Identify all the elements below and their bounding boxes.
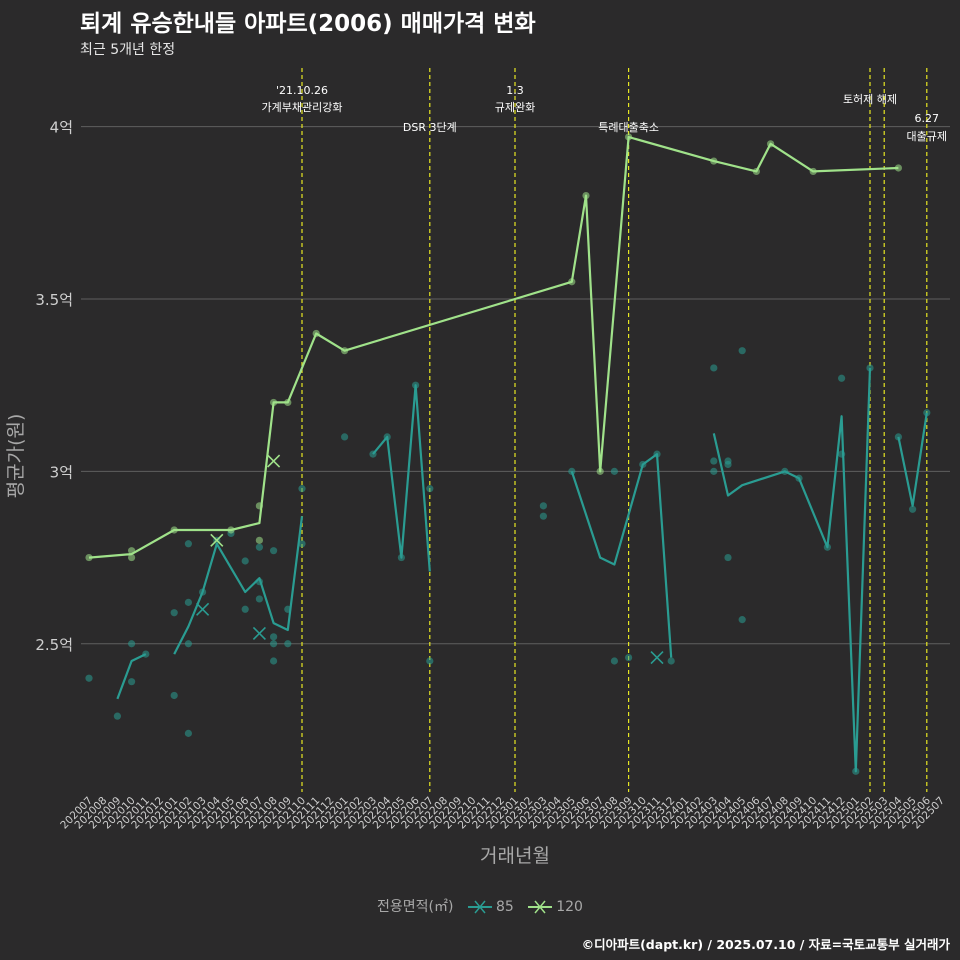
data-point-85	[270, 547, 278, 555]
legend-item-120: 120	[528, 899, 583, 915]
cancel-stroke	[650, 650, 664, 665]
data-point-85	[923, 409, 931, 417]
legend-label-85: 85	[495, 899, 514, 915]
event-label: 토허제 해제	[843, 92, 897, 106]
data-point-120	[255, 536, 263, 544]
data-point-85	[85, 674, 93, 682]
data-point-85	[610, 657, 619, 665]
legend-item-85: 85	[467, 899, 514, 915]
data-point-85	[170, 609, 178, 617]
series-line-85	[173, 516, 304, 655]
chart-title: 퇴계 유승한내들 아파트(2006) 매매가격 변화	[80, 11, 536, 37]
y-tick-label: 2.5억	[35, 636, 73, 654]
data-point-85	[270, 640, 278, 648]
data-point-85	[255, 595, 263, 603]
data-point-85	[710, 364, 718, 372]
data-point-85	[894, 433, 903, 441]
data-point-85	[426, 485, 434, 493]
data-point-85	[241, 605, 249, 613]
data-point-85	[298, 485, 306, 493]
series-line-120	[88, 135, 899, 559]
legend-key-120	[528, 900, 553, 914]
data-point-85	[539, 502, 548, 510]
cancelled-marker-85	[650, 650, 664, 665]
cancelled-marker-85	[252, 626, 266, 640]
data-point-85	[610, 467, 619, 475]
data-point-85	[625, 653, 633, 662]
data-point-85	[724, 460, 732, 469]
data-point-85	[113, 712, 121, 720]
data-point-85	[142, 650, 150, 658]
cancel-stroke	[196, 602, 210, 616]
y-tick-label: 3억	[50, 463, 73, 481]
cancelled-marker-85	[196, 602, 210, 616]
series-layer	[85, 133, 931, 775]
data-point-85	[284, 640, 292, 648]
y-axis-title: 평균가(원)	[5, 414, 27, 499]
event-label: DSR 3단계	[403, 121, 457, 134]
x-axis-title: 거래년월	[480, 845, 550, 867]
y-tick-label: 3.5억	[35, 291, 73, 309]
data-point-85	[184, 598, 192, 606]
data-point-85	[184, 729, 192, 737]
event-label: 가계부채관리강화	[262, 101, 343, 114]
chart-subtitle: 최근 5개년 한정	[80, 42, 176, 58]
data-point-120	[128, 553, 136, 562]
data-point-85	[539, 512, 548, 520]
event-label: 6.27	[915, 112, 940, 125]
data-point-85	[128, 640, 136, 648]
data-point-85	[184, 540, 192, 548]
legend-label-120: 120	[556, 899, 583, 915]
data-point-85	[270, 633, 278, 641]
data-point-85	[838, 374, 846, 382]
data-point-120	[894, 164, 903, 172]
data-point-85	[710, 467, 718, 475]
data-point-85	[710, 457, 718, 465]
data-point-85	[298, 540, 306, 548]
series-line-85	[570, 453, 673, 658]
data-point-85	[241, 557, 249, 565]
event-label: 특례대출축소	[598, 121, 659, 134]
event-label: 대출규제	[907, 130, 947, 143]
series-line-85	[712, 367, 872, 773]
event-label: 1.3	[506, 84, 524, 97]
data-point-85	[667, 657, 675, 665]
data-point-85	[724, 553, 732, 562]
legend: 전용면적(㎡) 85 120	[0, 896, 960, 916]
data-point-85	[184, 640, 192, 648]
source-caption: ©디아파트(dapt.kr) / 2025.07.10 / 자료=국토교통부 실…	[581, 937, 950, 952]
cancel-stroke	[210, 533, 224, 547]
cancel-stroke	[252, 626, 266, 640]
series-line-85	[372, 384, 431, 572]
series-line-85	[116, 653, 147, 700]
cancel-stroke	[267, 454, 281, 468]
legend-title: 전용면적(㎡)	[377, 899, 454, 915]
data-point-85	[128, 678, 136, 686]
data-point-85	[738, 616, 746, 624]
data-point-85	[170, 691, 178, 700]
cancelled-marker-120	[267, 454, 281, 468]
event-label: '21.10.26	[276, 84, 328, 97]
axis-layer: 2.5억3억3.5억4억2020072020082020092020102020…	[35, 119, 947, 832]
data-point-85	[738, 347, 746, 355]
event-label: 규제완화	[495, 101, 535, 114]
data-point-85	[568, 467, 576, 475]
data-point-85	[909, 505, 917, 513]
legend-key-85	[467, 900, 492, 914]
data-point-85	[426, 657, 434, 665]
data-point-85	[341, 433, 349, 441]
data-point-85	[255, 543, 263, 551]
data-point-85	[270, 657, 278, 665]
cancelled-marker-120	[210, 533, 224, 547]
y-tick-label: 4억	[50, 119, 73, 137]
series-line-85	[897, 412, 928, 507]
